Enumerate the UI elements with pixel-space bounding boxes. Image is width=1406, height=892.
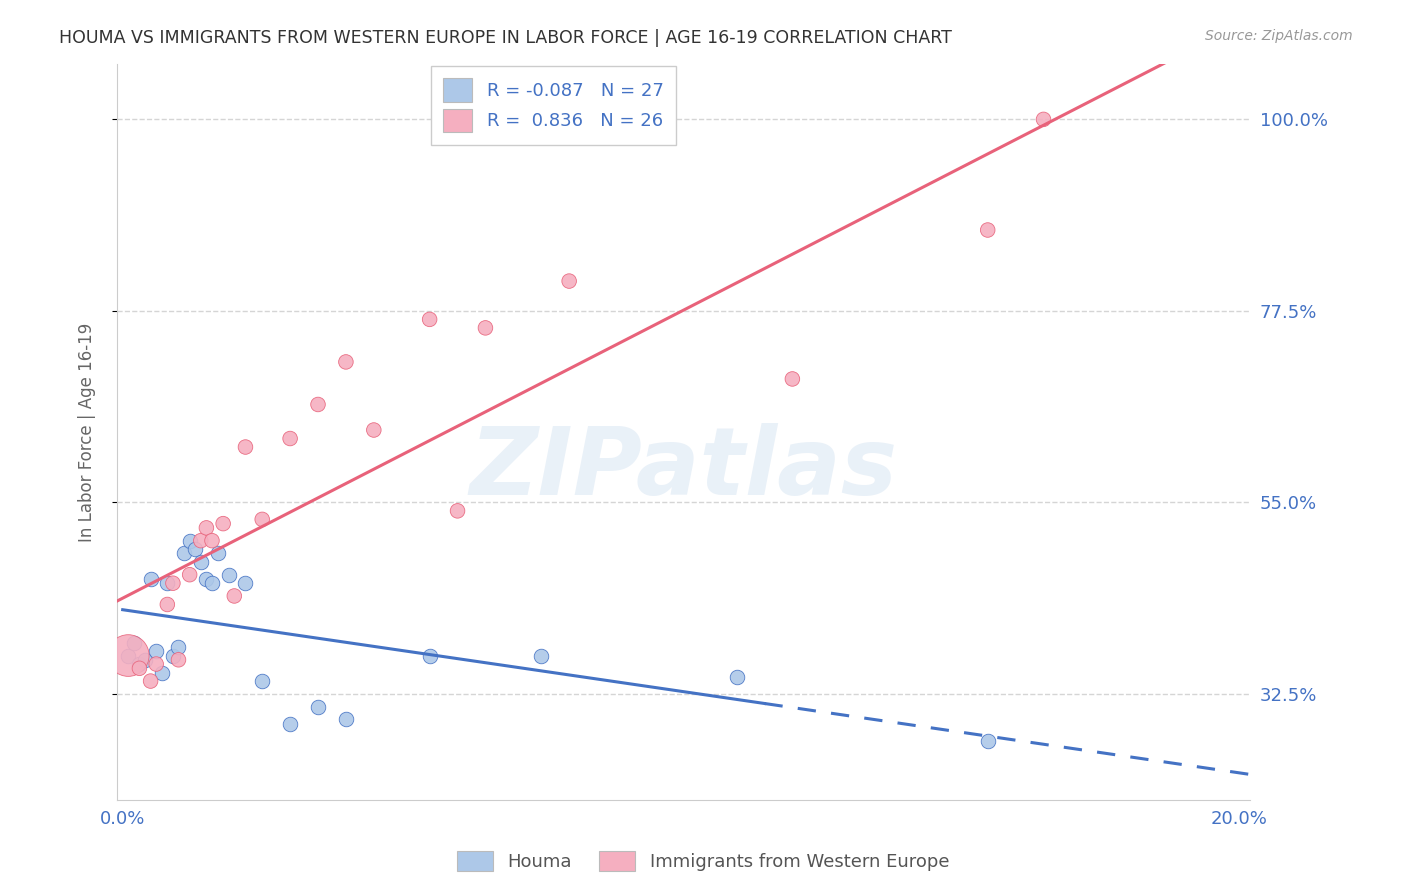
Legend: R = -0.087   N = 27, R =  0.836   N = 26: R = -0.087 N = 27, R = 0.836 N = 26 bbox=[430, 66, 676, 145]
Point bbox=[179, 567, 201, 582]
Point bbox=[156, 576, 179, 591]
Point bbox=[1032, 112, 1054, 127]
Point bbox=[207, 546, 229, 560]
Point bbox=[162, 648, 184, 663]
Point bbox=[335, 712, 357, 726]
Point bbox=[218, 567, 240, 582]
Legend: Houma, Immigrants from Western Europe: Houma, Immigrants from Western Europe bbox=[450, 844, 956, 879]
Point bbox=[363, 423, 385, 437]
Point bbox=[184, 542, 207, 557]
Point bbox=[179, 533, 201, 548]
Y-axis label: In Labor Force | Age 16-19: In Labor Force | Age 16-19 bbox=[79, 323, 96, 541]
Text: Source: ZipAtlas.com: Source: ZipAtlas.com bbox=[1205, 29, 1353, 43]
Point bbox=[530, 648, 553, 663]
Point bbox=[190, 533, 212, 548]
Point bbox=[976, 223, 998, 237]
Text: HOUMA VS IMMIGRANTS FROM WESTERN EUROPE IN LABOR FORCE | AGE 16-19 CORRELATION C: HOUMA VS IMMIGRANTS FROM WESTERN EUROPE … bbox=[59, 29, 952, 46]
Point bbox=[419, 312, 441, 326]
Point bbox=[278, 432, 301, 446]
Point bbox=[156, 598, 179, 612]
Point bbox=[782, 372, 804, 386]
Point bbox=[117, 648, 139, 663]
Point bbox=[139, 674, 162, 689]
Point bbox=[307, 699, 329, 714]
Point bbox=[145, 657, 167, 671]
Point bbox=[446, 504, 468, 518]
Point bbox=[976, 733, 998, 747]
Point bbox=[167, 653, 190, 667]
Point bbox=[128, 661, 150, 675]
Point bbox=[212, 516, 235, 531]
Point bbox=[201, 533, 224, 548]
Point bbox=[122, 636, 145, 650]
Point bbox=[145, 644, 167, 658]
Point bbox=[235, 576, 257, 591]
Point bbox=[235, 440, 257, 454]
Point bbox=[173, 546, 195, 560]
Point bbox=[201, 576, 224, 591]
Point bbox=[134, 653, 156, 667]
Point bbox=[139, 572, 162, 586]
Point bbox=[167, 640, 190, 654]
Point bbox=[250, 674, 273, 689]
Point bbox=[725, 670, 748, 684]
Point bbox=[558, 274, 581, 288]
Point bbox=[250, 512, 273, 526]
Point bbox=[335, 355, 357, 369]
Point bbox=[195, 521, 218, 535]
Point bbox=[224, 589, 246, 603]
Point bbox=[128, 657, 150, 671]
Point bbox=[117, 648, 139, 663]
Point bbox=[278, 716, 301, 731]
Point bbox=[195, 572, 218, 586]
Point bbox=[190, 555, 212, 569]
Point bbox=[419, 648, 441, 663]
Text: ZIPatlas: ZIPatlas bbox=[470, 423, 897, 515]
Point bbox=[307, 397, 329, 411]
Point bbox=[474, 321, 496, 335]
Point bbox=[150, 665, 173, 680]
Point bbox=[162, 576, 184, 591]
